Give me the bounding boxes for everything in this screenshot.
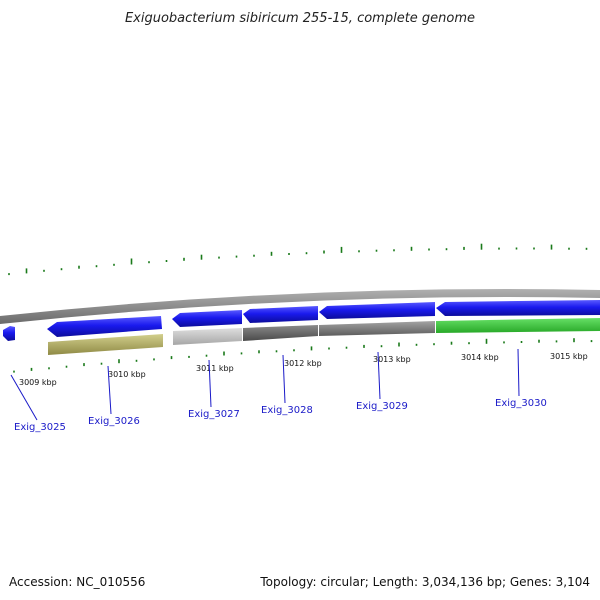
gc-content-ticks-outer: [8, 243, 588, 276]
leader-line-exig-3030: [517, 348, 520, 397]
gene-label-exig-3030[interactable]: Exig_3030: [495, 398, 547, 409]
gene-arrow-forward[interactable]: [436, 300, 600, 316]
tick-label: 3010 kbp: [108, 370, 146, 379]
gene-labels: Exig_3025 Exig_3026 Exig_3027 Exig_3028 …: [14, 398, 547, 433]
leader-line-exig-3026: [107, 365, 112, 415]
genome-backbone: [0, 289, 600, 324]
tick-label: 3014 kbp: [461, 353, 499, 362]
tick-label: 3011 kbp: [196, 364, 234, 373]
leader-line-exig-3025: [10, 374, 38, 421]
gene-arrow-forward[interactable]: [243, 306, 318, 323]
accession-text: Accession: NC_010556: [9, 575, 145, 589]
track-dark-gray-exig-3028[interactable]: [243, 325, 318, 341]
tick-label: 3013 kbp: [373, 355, 411, 364]
gc-content-ticks-inner: [13, 338, 593, 373]
leader-line-exig-3027: [208, 359, 212, 408]
gene-arrow-exig-3025[interactable]: [3, 326, 15, 341]
tick-label: 3015 kbp: [550, 352, 588, 361]
gene-category-tracks: [48, 318, 600, 355]
coordinate-labels: 3009 kbp 3010 kbp 3011 kbp 3012 kbp 3013…: [19, 352, 588, 387]
topology-text: Topology: circular; Length: 3,034,136 bp…: [259, 575, 590, 589]
gene-label-exig-3029[interactable]: Exig_3029: [356, 401, 408, 412]
gene-arrow-forward[interactable]: [319, 302, 435, 319]
leader-line-exig-3028: [282, 354, 286, 404]
tick-label: 3009 kbp: [19, 378, 57, 387]
gene-label-exig-3025[interactable]: Exig_3025: [14, 422, 66, 433]
gene-arrow-forward[interactable]: [47, 316, 162, 337]
tick-label: 3012 kbp: [284, 359, 322, 368]
forward-strand-genes: [3, 300, 600, 341]
gene-leader-lines: [10, 348, 520, 421]
track-tan-exig-3026[interactable]: [48, 334, 163, 355]
track-mid-gray-exig-3029[interactable]: [319, 321, 435, 336]
genome-title: Exiguobacterium sibiricum 255-15, comple…: [125, 11, 475, 26]
gene-label-exig-3028[interactable]: Exig_3028: [261, 405, 313, 416]
track-light-gray-exig-3027[interactable]: [173, 328, 242, 345]
track-green-exig-3030[interactable]: [436, 318, 600, 333]
gene-label-exig-3026[interactable]: Exig_3026: [88, 416, 140, 427]
gene-label-exig-3027[interactable]: Exig_3027: [188, 409, 240, 420]
gene-arrow-forward[interactable]: [172, 310, 242, 327]
leader-line-exig-3029: [377, 351, 381, 400]
